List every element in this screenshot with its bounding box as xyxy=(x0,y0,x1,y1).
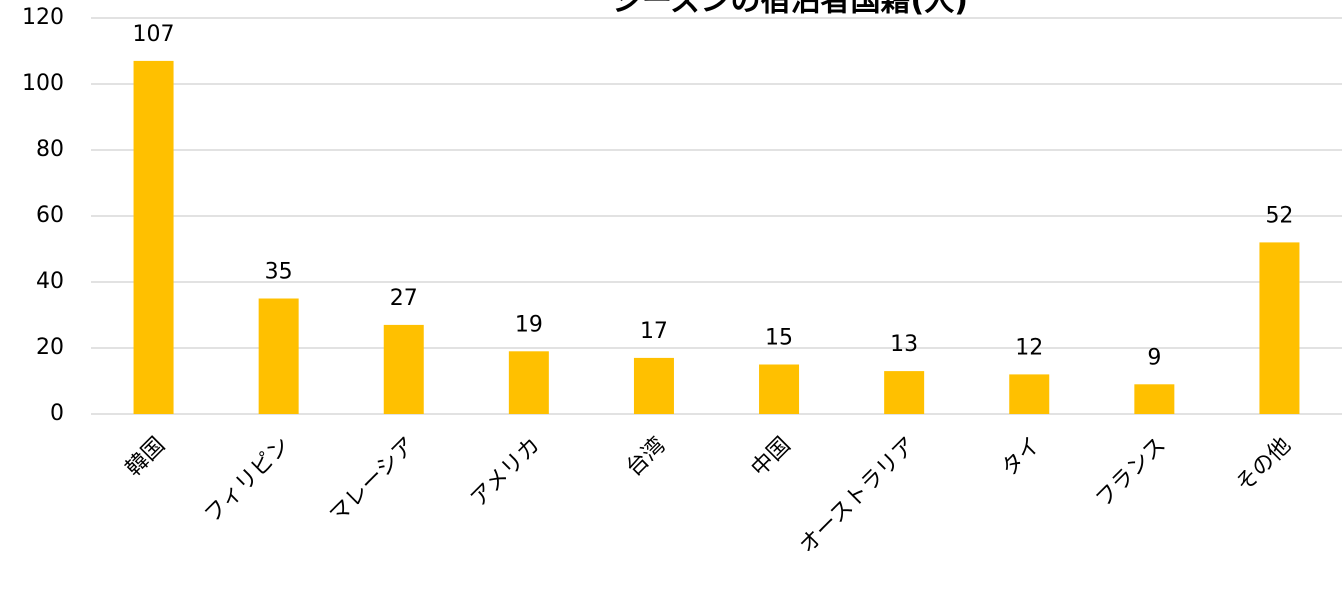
y-tick-label: 0 xyxy=(50,401,64,426)
data-label: 13 xyxy=(890,332,918,357)
x-tick-label: オーストラリア xyxy=(795,433,921,559)
y-tick-label: 60 xyxy=(36,203,64,228)
data-label: 35 xyxy=(265,260,293,285)
x-tick-label: 韓国 xyxy=(121,433,170,482)
data-label: 107 xyxy=(133,22,175,47)
data-label: 15 xyxy=(765,326,793,351)
bar xyxy=(258,298,299,414)
bar xyxy=(133,60,174,415)
bar xyxy=(759,364,800,414)
x-tick-label: マレーシア xyxy=(325,433,420,528)
y-tick-label: 120 xyxy=(22,5,64,30)
x-tick-label: 中国 xyxy=(747,433,796,482)
bar xyxy=(1134,384,1175,414)
data-label: 27 xyxy=(390,286,418,311)
x-tick-label: フランス xyxy=(1091,433,1171,513)
x-tick-label: アメリカ xyxy=(466,433,545,512)
bar xyxy=(884,371,925,414)
x-tick-label: フィリピン xyxy=(200,433,295,528)
bar xyxy=(383,324,424,414)
y-tick-label: 80 xyxy=(36,137,64,162)
data-label: 19 xyxy=(515,312,543,337)
bar xyxy=(508,351,549,414)
chart-title: シーズンの宿泊者国籍(人) xyxy=(612,0,968,19)
y-tick-label: 20 xyxy=(36,335,64,360)
bar xyxy=(1009,374,1050,414)
x-tick-label: その他 xyxy=(1232,433,1296,497)
bar xyxy=(633,357,674,414)
x-tick-label: 台湾 xyxy=(622,433,671,482)
y-tick-label: 100 xyxy=(22,71,64,96)
data-label: 12 xyxy=(1015,335,1043,360)
y-tick-label: 40 xyxy=(36,269,64,294)
data-label: 17 xyxy=(640,319,668,344)
x-tick-label: タイ xyxy=(997,433,1046,482)
data-label: 52 xyxy=(1265,203,1293,228)
data-label: 9 xyxy=(1147,345,1161,370)
bar xyxy=(1259,242,1300,414)
